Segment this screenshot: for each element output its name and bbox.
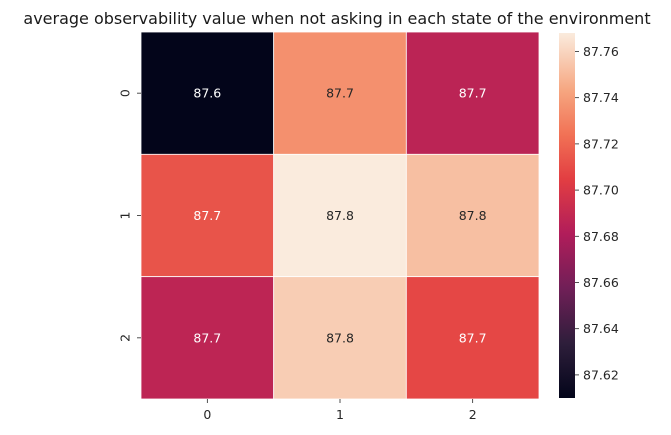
heatmap-cells: [140, 31, 540, 400]
heatmap-cell-r1-c0: [140, 153, 275, 278]
cell-label-r1-c0: 87.7: [193, 208, 221, 223]
colorbar-tick-label-7: 87.76: [583, 44, 619, 59]
cell-label-r2-c0: 87.7: [193, 330, 221, 345]
cell-label-r2-c2: 87.7: [459, 330, 487, 345]
x-tick-label-2: 2: [469, 407, 477, 422]
colorbar-tick-label-2: 87.66: [583, 275, 619, 290]
colorbar-ticks: 87.62 87.64 87.66 87.68 87.70 87.72 87.74 87.76: [575, 44, 619, 382]
y-tick-label-2: 2: [118, 334, 133, 342]
heatmap-cell-r0-c0: [140, 31, 275, 155]
y-tick-label-1: 1: [118, 212, 133, 220]
heatmap-cell-r0-c2: [405, 31, 540, 155]
cell-label-r0-c0: 87.6: [193, 86, 221, 101]
colorbar-tick-label-1: 87.64: [583, 321, 619, 336]
cell-label-r2-c1: 87.8: [326, 330, 354, 345]
colorbar-tick-label-6: 87.74: [583, 90, 619, 105]
x-axis: 0 1 2: [203, 399, 477, 422]
heatmap-cell-r2-c1: [273, 276, 407, 400]
heatmap-cell-r1-c2: [405, 153, 540, 278]
x-tick-label-0: 0: [203, 407, 211, 422]
y-tick-label-0: 0: [118, 89, 133, 97]
cell-label-r1-c1: 87.8: [326, 208, 354, 223]
cell-label-r1-c2: 87.8: [459, 208, 487, 223]
colorbar-tick-label-3: 87.68: [583, 229, 619, 244]
chart-title: average observability value when not ask…: [23, 9, 650, 28]
x-tick-label-1: 1: [336, 407, 344, 422]
cell-label-r0-c1: 87.7: [326, 86, 354, 101]
cell-labels: 87.6 87.7 87.7 87.7 87.8 87.8 87.7 87.8 87.7: [193, 86, 486, 346]
colorbar-tick-label-4: 87.70: [583, 183, 619, 198]
heatmap-cell-r0-c1: [273, 31, 407, 155]
y-axis: 0 1 2: [118, 89, 141, 342]
cell-label-r0-c2: 87.7: [459, 86, 487, 101]
colorbar-tick-label-5: 87.72: [583, 136, 619, 151]
colorbar-tick-label-0: 87.62: [583, 367, 619, 382]
colorbar: [559, 33, 575, 398]
heatmap-cell-r1-c1: [273, 153, 407, 278]
heatmap-cell-r2-c0: [140, 276, 275, 400]
